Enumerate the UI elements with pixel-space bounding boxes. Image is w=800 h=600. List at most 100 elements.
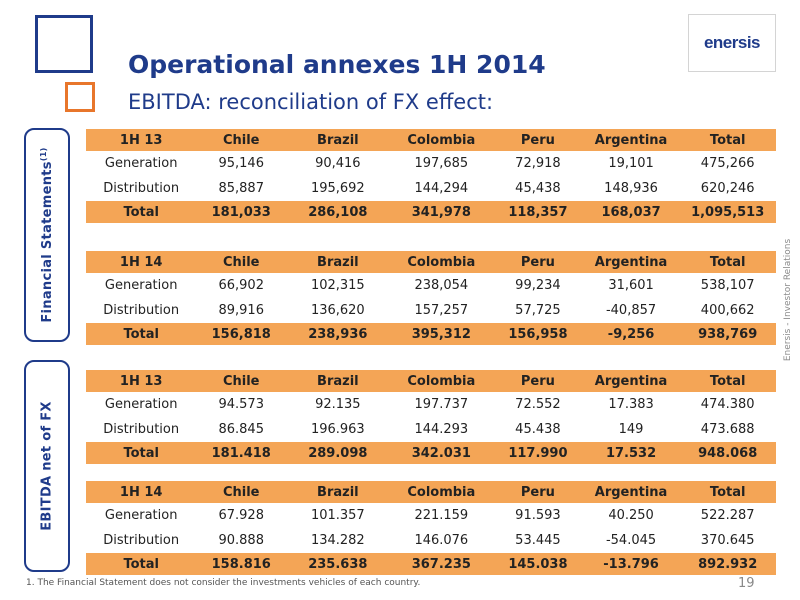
table-total-row-cell: 145.038 [493,553,583,575]
side-tab-ebitda-net-fx: EBITDA net of FX [24,360,70,572]
table-header-row-cell: Chile [196,481,287,503]
table-row-cell: 474.380 [700,397,755,412]
table-header-row-cell: Total [679,129,776,151]
table-header-row-cell: 1H 14 [86,251,197,273]
table-row-cell: Generation [104,508,178,523]
table-row-cell: 95,146 [218,156,264,171]
table-row-cell: 92.135 [315,397,361,412]
table-row-cell: 45,438 [515,181,561,196]
table-row-cell: 148,936 [604,181,658,196]
table-row-cell: 67.928 [218,508,264,523]
table-header-row-cell: Argentina [582,370,680,392]
table-header-row: 1H 13 Chile Brazil Colombia Peru Argentina Tot… [86,129,776,151]
table-row: Distribution 90.888 134.282 146.076 53.445 -5… [86,528,776,553]
table-header-row-cell: Colombia [389,481,494,503]
table-total-row-cell: Total [86,553,197,575]
side-tab-ebitda-net-fx-label: EBITDA net of FX [39,401,55,531]
table-header-row-cell: Argentina [582,481,680,503]
table-total-row-cell: 156,958 [493,323,583,345]
table-row-cell: 53.445 [515,533,561,548]
table-total-row-cell: 938,769 [679,323,776,345]
table-row-cell: 90,416 [315,156,361,171]
table-row-cell: Distribution [103,533,180,548]
table-row-cell: -54.045 [605,533,657,548]
table-row-cell: 86.845 [218,422,264,437]
table-row-cell: Distribution [103,422,180,437]
table-total-row: Total 158.816 235.638 367.235 145.038 -13.796… [86,553,776,575]
table-row-cell: Generation [104,278,178,293]
table-fx-1h14: 1H 14 Chile Brazil Colombia Peru Argentina Tot… [86,481,776,575]
table-row-cell: 134.282 [310,533,365,548]
table-row: Generation 95,146 90,416 197,685 72,918 19,10… [86,151,776,176]
footnote: 1. The Financial Statement does not cons… [26,578,421,588]
table-row-cell: 72.552 [515,397,561,412]
table-row-cell: 17.383 [608,397,654,412]
table-row-cell: 522.287 [700,508,755,523]
decorative-blue-square [35,15,93,73]
table-header-row-cell: Chile [196,129,287,151]
table-header-row-cell: Brazil [286,370,390,392]
table-total-row-cell: 367.235 [389,553,494,575]
table-row-cell: 475,266 [700,156,755,171]
table-header-row-cell: Peru [493,370,583,392]
table-row-cell: 157,257 [414,303,469,318]
page-title: Operational annexes 1H 2014 [128,50,546,79]
table-row-cell: 144,294 [414,181,469,196]
table-fs-1h13: 1H 13 Chile Brazil Colombia Peru Argentina Tot… [86,129,776,223]
table-total-row-cell: 342.031 [389,442,494,464]
table-header-row-cell: Total [679,481,776,503]
table-total-row-cell: Total [86,442,197,464]
table-row-cell: 221.159 [414,508,469,523]
table-header-row: 1H 14 Chile Brazil Colombia Peru Argentina Tot… [86,481,776,503]
table-header-row-cell: Brazil [286,251,390,273]
table-row-cell: 99,234 [515,278,561,293]
decorative-orange-square [65,82,95,112]
table-row-cell: 94.573 [218,397,264,412]
table-row-cell: 89,916 [218,303,264,318]
table-row-cell: 102,315 [310,278,365,293]
page-subtitle: EBITDA: reconciliation of FX effect: [128,90,494,114]
table-row-cell: 136,620 [310,303,365,318]
table-row-cell: 620,246 [700,181,755,196]
table-row-cell: 31,601 [608,278,654,293]
footnote-marker: (1) [38,147,48,162]
table-total-row: Total 181.418 289.098 342.031 117.990 17.532 9… [86,442,776,464]
table-total-row-cell: Total [86,201,197,223]
table-total-row-cell: 181.418 [196,442,287,464]
table-row: Distribution 89,916 136,620 157,257 57,725 -4… [86,298,776,323]
table-header-row-cell: Brazil [286,129,390,151]
table-row-cell: 370.645 [700,533,755,548]
table-row-cell: Distribution [103,303,180,318]
table-total-row-cell: 17.532 [582,442,680,464]
table-total-row: Total 181,033 286,108 341,978 118,357 168,037… [86,201,776,223]
table-row-cell: 400,662 [700,303,755,318]
table-row-cell: 238,054 [414,278,469,293]
table-row-cell: 197.737 [414,397,469,412]
table-header-row-cell: Peru [493,251,583,273]
side-tab-financial-statements: Financial Statements(1) [24,128,70,342]
table-row-cell: 40.250 [608,508,654,523]
table-row: Generation 67.928 101.357 221.159 91.593 40.2… [86,503,776,528]
table-row-cell: 538,107 [700,278,755,293]
table-row: Generation 94.573 92.135 197.737 72.552 17.38… [86,392,776,417]
logo-text: enersis [703,33,761,52]
table-total-row-cell: 235.638 [286,553,390,575]
table-row: Distribution 86.845 196.963 144.293 45.438 14… [86,417,776,442]
table-header-row-cell: Chile [196,251,287,273]
table-row-cell: 72,918 [515,156,561,171]
table-row-cell: Generation [104,156,178,171]
table-header-row-cell: Colombia [389,251,494,273]
table-header-row-cell: Total [679,251,776,273]
enersis-logo: enersis [688,14,776,72]
table-total-row-cell: -13.796 [582,553,680,575]
table-header-row-cell: Total [679,370,776,392]
table-total-row-cell: 1,095,513 [679,201,776,223]
table-total-row-cell: 117.990 [493,442,583,464]
table-fx-1h13: 1H 13 Chile Brazil Colombia Peru Argentina Tot… [86,370,776,464]
table-header-row-cell: Peru [493,129,583,151]
table-row-cell: 195,692 [310,181,365,196]
table-total-row-cell: 395,312 [389,323,494,345]
table-total-row-cell: 341,978 [389,201,494,223]
table-total-row-cell: 118,357 [493,201,583,223]
table-row-cell: 144.293 [414,422,469,437]
